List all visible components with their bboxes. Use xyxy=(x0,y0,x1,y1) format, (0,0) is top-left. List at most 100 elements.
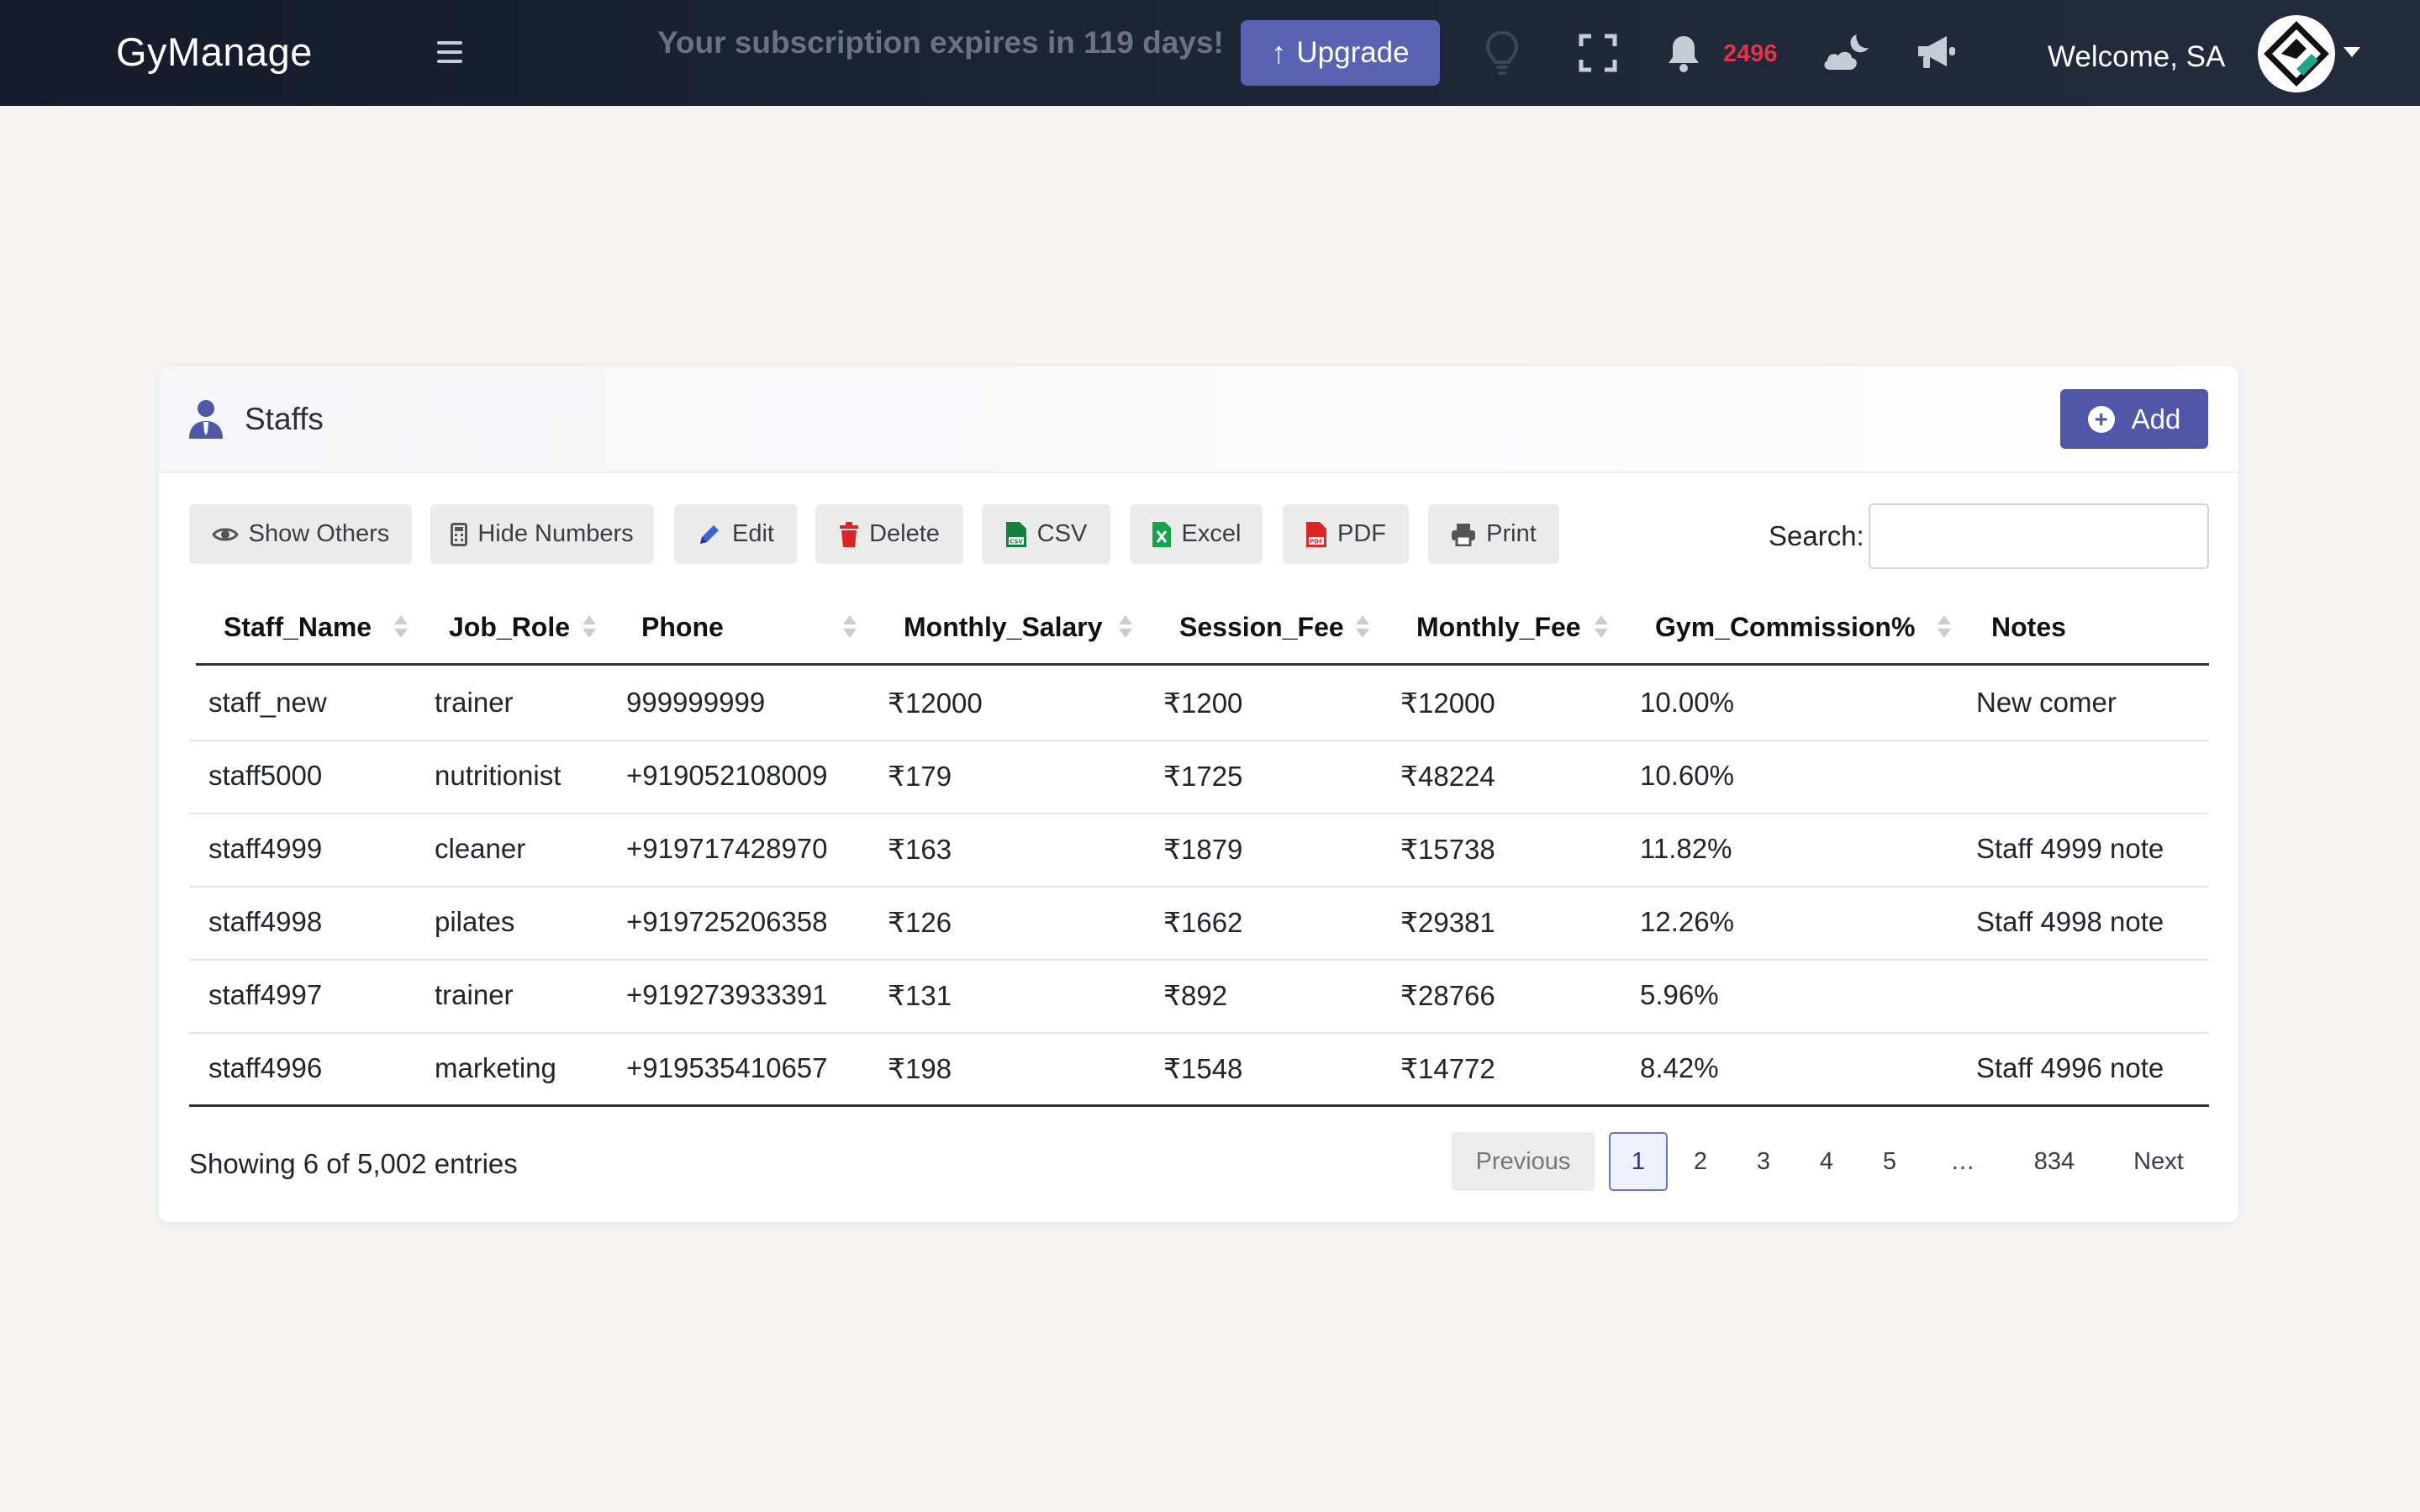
cell-monthly-salary: ₹163 xyxy=(888,834,952,865)
hide-numbers-button[interactable]: Hide Numbers xyxy=(430,504,654,564)
show-others-button[interactable]: Show Others xyxy=(189,504,412,564)
show-others-label: Show Others xyxy=(248,520,390,547)
plus-circle-icon: + xyxy=(2087,405,2115,433)
column-header-notes[interactable]: Notes xyxy=(1991,612,2066,642)
table-row[interactable]: staff4999 cleaner +919717428970 ₹163 ₹18… xyxy=(189,814,2209,888)
cell-monthly-salary: ₹179 xyxy=(888,761,952,792)
pagination-next[interactable]: Next xyxy=(2108,1132,2209,1191)
search-label: Search: xyxy=(1769,520,1864,551)
cell-job-role: trainer xyxy=(435,979,514,1010)
cell-session-fee: ₹1662 xyxy=(1163,907,1243,938)
csv-file-icon: CSV xyxy=(1005,521,1026,547)
cell-phone: +919273933391 xyxy=(626,979,828,1010)
sort-icon[interactable] xyxy=(1595,612,1608,642)
menu-icon[interactable] xyxy=(437,34,472,71)
table-row[interactable]: staff4997 trainer +919273933391 ₹131 ₹89… xyxy=(189,961,2209,1034)
delete-label: Delete xyxy=(869,520,940,547)
table-header: Staff_Name Job_Role Phone Monthly_Salary… xyxy=(196,593,2209,666)
pdf-file-icon: PDF xyxy=(1306,521,1326,547)
sort-icon[interactable] xyxy=(394,612,408,642)
search-input[interactable] xyxy=(1869,503,2209,569)
cell-session-fee: ₹892 xyxy=(1163,980,1228,1011)
sort-icon[interactable] xyxy=(1119,612,1132,642)
pagination-page-3[interactable]: 3 xyxy=(1736,1132,1791,1191)
trash-icon xyxy=(840,521,859,547)
cell-session-fee: ₹1548 xyxy=(1163,1053,1243,1084)
table-row[interactable]: staff_new trainer 999999999 ₹12000 ₹1200… xyxy=(189,668,2209,741)
cell-phone: +919052108009 xyxy=(626,760,828,791)
sort-icon[interactable] xyxy=(1356,612,1369,642)
cell-notes: Staff 4996 note xyxy=(1976,1052,2164,1083)
column-header-job-role[interactable]: Job_Role xyxy=(449,612,571,642)
lightbulb-icon[interactable] xyxy=(1473,24,1532,82)
table-row[interactable]: staff5000 nutritionist +919052108009 ₹17… xyxy=(189,741,2209,814)
excel-button[interactable]: Excel xyxy=(1130,504,1263,564)
column-header-staff-name[interactable]: Staff_Name xyxy=(224,612,372,642)
pagination-page-5[interactable]: 5 xyxy=(1862,1132,1917,1191)
upgrade-label: Upgrade xyxy=(1296,36,1410,69)
pdf-label: PDF xyxy=(1337,520,1386,547)
sort-icon[interactable] xyxy=(1938,612,1951,642)
cell-monthly-fee: ₹48224 xyxy=(1400,761,1495,792)
csv-button[interactable]: CSV CSV xyxy=(982,504,1110,564)
brand-logo-text[interactable]: GyManage xyxy=(116,29,313,74)
cell-monthly-fee: ₹29381 xyxy=(1400,907,1495,938)
upgrade-button[interactable]: ↑ Upgrade xyxy=(1241,20,1440,86)
cell-session-fee: ₹1200 xyxy=(1163,688,1243,719)
pagination-ellipsis: … xyxy=(1950,1147,1975,1175)
column-header-gym-commission[interactable]: Gym_Commission% xyxy=(1655,612,1916,642)
pagination-previous[interactable]: Previous xyxy=(1452,1132,1595,1191)
table-row[interactable]: staff4996 marketing +919535410657 ₹198 ₹… xyxy=(189,1034,2209,1107)
sort-icon[interactable] xyxy=(583,612,596,642)
cell-monthly-fee: ₹28766 xyxy=(1400,980,1495,1011)
cell-job-role: pilates xyxy=(435,906,515,937)
cell-phone: +919725206358 xyxy=(626,906,828,937)
pagination-page-1[interactable]: 1 xyxy=(1609,1132,1668,1191)
table-row[interactable]: staff4998 pilates +919725206358 ₹126 ₹16… xyxy=(189,888,2209,961)
bell-icon[interactable] xyxy=(1654,24,1713,82)
sort-icon[interactable] xyxy=(843,612,857,642)
cell-monthly-salary: ₹131 xyxy=(888,980,952,1011)
edit-button[interactable]: Edit xyxy=(674,504,797,564)
pdf-button[interactable]: PDF PDF xyxy=(1283,504,1409,564)
cell-job-role: trainer xyxy=(435,687,514,718)
cell-monthly-salary: ₹12000 xyxy=(888,688,983,719)
excel-label: Excel xyxy=(1181,520,1242,547)
cell-staff-name: staff5000 xyxy=(208,760,323,791)
cell-staff-name: staff4997 xyxy=(208,979,323,1010)
caret-down-icon[interactable] xyxy=(2344,47,2360,57)
cell-phone: 999999999 xyxy=(626,687,766,718)
pagination-page-4[interactable]: 4 xyxy=(1799,1132,1854,1191)
entries-info: Showing 6 of 5,002 entries xyxy=(189,1148,518,1179)
avatar[interactable] xyxy=(2258,15,2335,92)
print-label: Print xyxy=(1486,520,1537,547)
cell-gym-commission: 5.96% xyxy=(1640,979,1719,1010)
cell-monthly-fee: ₹12000 xyxy=(1400,688,1495,719)
cell-staff-name: staff4998 xyxy=(208,906,323,937)
pagination-page-834[interactable]: 834 xyxy=(2014,1132,2095,1191)
cell-job-role: nutritionist xyxy=(435,760,562,791)
weather-icon[interactable] xyxy=(1817,24,1876,82)
edit-label: Edit xyxy=(732,520,774,547)
cell-job-role: cleaner xyxy=(435,833,526,864)
cell-phone: +919535410657 xyxy=(626,1052,828,1083)
cell-gym-commission: 10.60% xyxy=(1640,760,1734,791)
cell-monthly-fee: ₹14772 xyxy=(1400,1053,1495,1084)
pagination-page-2[interactable]: 2 xyxy=(1673,1132,1728,1191)
delete-button[interactable]: Delete xyxy=(815,504,963,564)
column-header-monthly-fee[interactable]: Monthly_Fee xyxy=(1416,612,1581,642)
cell-staff-name: staff4996 xyxy=(208,1052,323,1083)
cell-gym-commission: 11.82% xyxy=(1640,833,1732,864)
megaphone-icon[interactable] xyxy=(1906,24,1965,82)
hide-numbers-label: Hide Numbers xyxy=(477,520,634,547)
cell-notes: Staff 4999 note xyxy=(1976,833,2164,864)
print-button[interactable]: Print xyxy=(1428,504,1559,564)
top-navbar: GyManage Your subscription expires in 11… xyxy=(0,0,2420,106)
column-header-phone[interactable]: Phone xyxy=(641,612,724,642)
excel-file-icon xyxy=(1152,521,1171,547)
column-header-monthly-salary[interactable]: Monthly_Salary xyxy=(904,612,1103,642)
notification-count: 2496 xyxy=(1723,40,1778,67)
column-header-session-fee[interactable]: Session_Fee xyxy=(1179,612,1344,642)
add-staff-button[interactable]: + Add xyxy=(2060,389,2208,449)
fullscreen-icon[interactable] xyxy=(1569,24,1627,82)
